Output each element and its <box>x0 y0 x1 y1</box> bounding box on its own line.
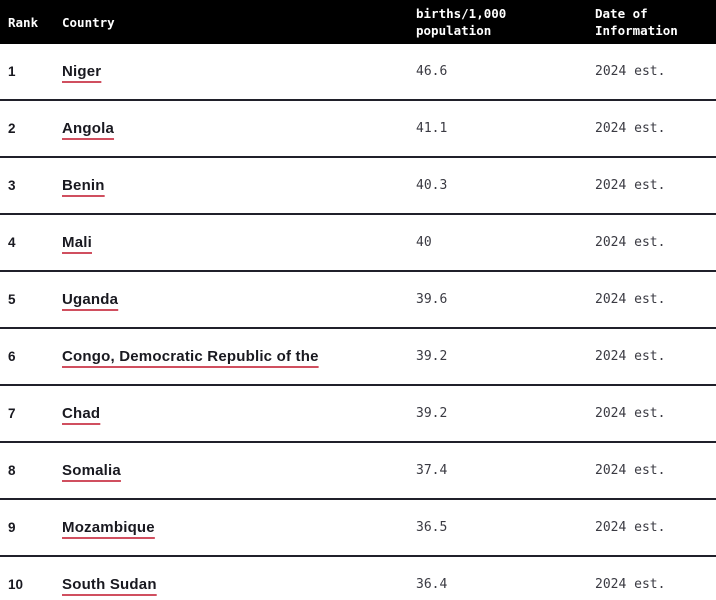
rank-cell: 10 <box>8 577 24 592</box>
country-link[interactable]: Uganda <box>62 290 119 308</box>
table-row: 7 Chad 39.2 2024 est. <box>0 386 716 443</box>
value-cell: 46.6 <box>416 64 448 79</box>
country-link[interactable]: South Sudan <box>62 575 157 593</box>
country-link[interactable]: Mozambique <box>62 518 155 536</box>
value-cell: 37.4 <box>416 463 448 478</box>
country-cell: Mozambique <box>62 519 416 537</box>
date-cell: 2024 est. <box>595 64 666 79</box>
date-cell: 2024 est. <box>595 121 666 136</box>
rank-cell: 8 <box>8 463 16 478</box>
column-header-date-of-information: Date of Information <box>595 6 678 38</box>
value-cell: 41.1 <box>416 121 448 136</box>
country-link[interactable]: Somalia <box>62 461 121 479</box>
table-row: 3 Benin 40.3 2024 est. <box>0 158 716 215</box>
rank-cell: 5 <box>8 292 16 307</box>
country-cell: Niger <box>62 63 416 81</box>
date-cell: 2024 est. <box>595 178 666 193</box>
rank-cell: 4 <box>8 235 16 250</box>
date-cell: 2024 est. <box>595 520 666 535</box>
date-cell: 2024 est. <box>595 406 666 421</box>
rank-cell: 3 <box>8 178 16 193</box>
value-cell: 40 <box>416 235 432 250</box>
column-header-country: Country <box>62 14 115 30</box>
value-cell: 39.2 <box>416 406 448 421</box>
value-cell: 36.4 <box>416 577 448 592</box>
date-cell: 2024 est. <box>595 577 666 592</box>
country-link[interactable]: Chad <box>62 404 101 422</box>
date-cell: 2024 est. <box>595 349 666 364</box>
table-header: Rank Country births/1,000 population Dat… <box>0 0 716 44</box>
value-cell: 40.3 <box>416 178 448 193</box>
country-cell: Benin <box>62 177 416 195</box>
table-row: 9 Mozambique 36.5 2024 est. <box>0 500 716 557</box>
table-row: 10 South Sudan 36.4 2024 est. <box>0 557 716 600</box>
date-cell: 2024 est. <box>595 463 666 478</box>
table-row: 5 Uganda 39.6 2024 est. <box>0 272 716 329</box>
table-row: 4 Mali 40 2024 est. <box>0 215 716 272</box>
value-cell: 36.5 <box>416 520 448 535</box>
table-row: 2 Angola 41.1 2024 est. <box>0 101 716 158</box>
country-cell: Uganda <box>62 291 416 309</box>
date-cell: 2024 est. <box>595 235 666 250</box>
table-row: 6 Congo, Democratic Republic of the 39.2… <box>0 329 716 386</box>
country-cell: South Sudan <box>62 576 416 594</box>
country-cell: Chad <box>62 405 416 423</box>
country-cell: Somalia <box>62 462 416 480</box>
value-cell: 39.6 <box>416 292 448 307</box>
date-cell: 2024 est. <box>595 292 666 307</box>
table-body: 1 Niger 46.6 2024 est. 2 Angola 41.1 202… <box>0 44 716 600</box>
table-row: 8 Somalia 37.4 2024 est. <box>0 443 716 500</box>
country-cell: Congo, Democratic Republic of the <box>62 348 416 366</box>
rank-cell: 2 <box>8 121 16 136</box>
rank-cell: 9 <box>8 520 16 535</box>
country-link[interactable]: Angola <box>62 119 115 137</box>
column-header-births-per-1000: births/1,000 population <box>416 6 507 38</box>
country-link[interactable]: Niger <box>62 62 102 80</box>
value-cell: 39.2 <box>416 349 448 364</box>
column-header-rank: Rank <box>8 14 39 30</box>
rank-cell: 1 <box>8 64 16 79</box>
country-link[interactable]: Congo, Democratic Republic of the <box>62 347 319 365</box>
table-row: 1 Niger 46.6 2024 est. <box>0 44 716 101</box>
rank-cell: 7 <box>8 406 16 421</box>
country-link[interactable]: Benin <box>62 176 105 194</box>
rank-cell: 6 <box>8 349 16 364</box>
country-cell: Angola <box>62 120 416 138</box>
country-cell: Mali <box>62 234 416 252</box>
country-link[interactable]: Mali <box>62 233 92 251</box>
